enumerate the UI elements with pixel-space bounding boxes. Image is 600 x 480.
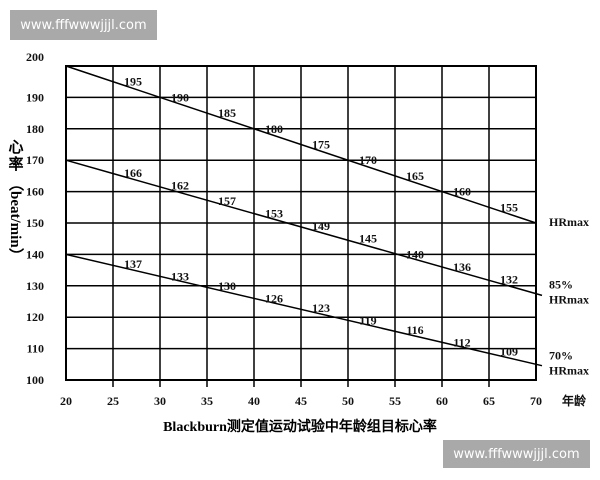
data-label: 153 (265, 207, 283, 221)
series-line (65, 253, 543, 367)
data-label: 137 (124, 257, 142, 271)
chart-title: Blackburn测定值运动试验中年龄组目标心率 (163, 420, 437, 435)
y-tick-label: 100 (26, 373, 44, 387)
series-line (65, 159, 543, 297)
x-tick-label: 25 (107, 394, 119, 408)
data-label: 133 (171, 269, 189, 283)
watermark-top: www.fffwwwjjjl.com (10, 10, 157, 40)
x-tick-label: 70 (530, 394, 542, 408)
series-label: 85% (549, 278, 573, 292)
data-label: 157 (218, 194, 236, 208)
data-label: 126 (265, 291, 283, 305)
x-tick-label: 60 (436, 394, 448, 408)
data-label: 162 (171, 178, 189, 192)
data-label: 149 (312, 219, 330, 233)
data-label: 145 (359, 232, 377, 246)
data-label: 195 (124, 75, 142, 89)
x-tick-label: 55 (389, 394, 401, 408)
y-axis-label-unit: （beat/min） (7, 176, 23, 263)
series-label: HRmax (549, 215, 589, 229)
data-label: 166 (124, 166, 142, 180)
x-tick-label: 35 (201, 394, 213, 408)
y-tick-label: 200 (26, 50, 44, 64)
data-label: 112 (453, 335, 470, 349)
watermark-bottom: www.fffwwwjjjl.com (443, 440, 590, 468)
series-label: 70% (549, 348, 573, 362)
data-label: 116 (406, 323, 423, 337)
x-tick-label: 40 (248, 394, 260, 408)
data-label: 155 (500, 200, 518, 214)
y-tick-label: 170 (26, 153, 44, 167)
x-axis-label: 年龄 (562, 393, 587, 408)
y-tick-label: 140 (26, 247, 44, 261)
x-tick-label: 50 (342, 394, 354, 408)
x-tick-label: 45 (295, 394, 307, 408)
data-label: 170 (359, 153, 377, 167)
x-tick-label: 20 (60, 394, 72, 408)
data-label: 185 (218, 106, 236, 120)
data-label: 140 (406, 247, 424, 261)
x-tick-label: 30 (154, 394, 166, 408)
y-tick-label: 160 (26, 185, 44, 199)
data-label: 136 (453, 260, 471, 274)
series-line (65, 65, 537, 224)
data-label: 180 (265, 122, 283, 136)
data-label: 119 (359, 313, 376, 327)
y-axis-label-text: 心率 (8, 140, 24, 173)
data-label: 190 (171, 90, 189, 104)
data-label: 160 (453, 185, 471, 199)
data-label: 165 (406, 169, 424, 183)
series-label: HRmax (549, 363, 589, 377)
series-label: HRmax (549, 293, 589, 307)
y-tick-label: 190 (26, 90, 44, 104)
data-label: 123 (312, 301, 330, 315)
y-axis-label: 心率 （beat/min） (6, 140, 26, 263)
x-tick-label: 65 (483, 394, 495, 408)
y-tick-label: 120 (26, 310, 44, 324)
data-label: 132 (500, 273, 518, 287)
data-label: 130 (218, 279, 236, 293)
y-tick-label: 130 (26, 279, 44, 293)
data-label: 175 (312, 138, 330, 152)
data-label: 109 (500, 345, 518, 359)
y-tick-label: 110 (27, 342, 44, 356)
y-tick-label: 150 (26, 216, 44, 230)
y-tick-label: 180 (26, 122, 44, 136)
